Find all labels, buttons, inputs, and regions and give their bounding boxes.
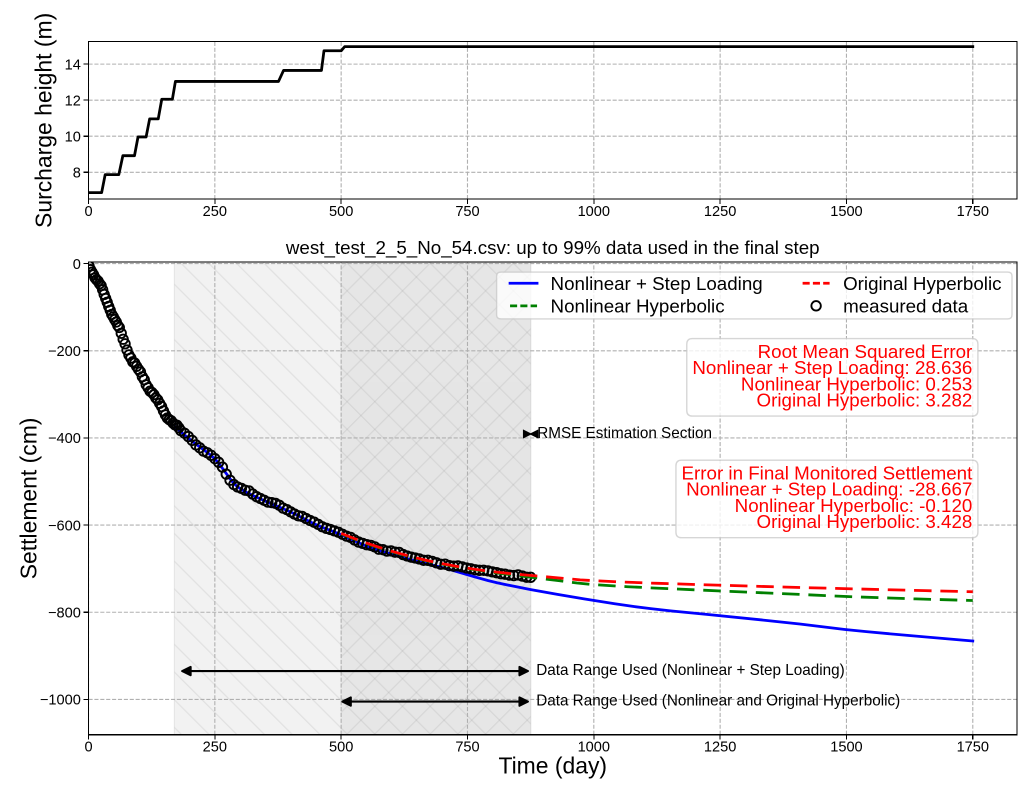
- svg-text:measured data: measured data: [843, 295, 969, 316]
- svg-text:−200: −200: [48, 344, 81, 360]
- svg-text:−800: −800: [48, 606, 81, 622]
- svg-text:Original Hyperbolic: 3.428: Original Hyperbolic: 3.428: [757, 511, 973, 532]
- svg-text:250: 250: [203, 204, 227, 220]
- svg-text:Nonlinear + Step Loading: -28.: Nonlinear + Step Loading: -28.667: [686, 479, 972, 500]
- svg-text:Root Mean Squared Error: Root Mean Squared Error: [758, 341, 973, 362]
- svg-text:8: 8: [73, 166, 81, 182]
- svg-text:west_test_2_5_No_54.csv: up to: west_test_2_5_No_54.csv: up to 99% data …: [285, 237, 820, 259]
- svg-text:Nonlinear Hyperbolic: -0.120: Nonlinear Hyperbolic: -0.120: [735, 495, 973, 516]
- svg-text:1750: 1750: [957, 204, 989, 220]
- svg-text:Surcharge height (m): Surcharge height (m): [31, 13, 57, 228]
- svg-text:Original Hyperbolic: Original Hyperbolic: [843, 273, 1001, 294]
- svg-text:500: 500: [329, 740, 353, 756]
- svg-text:Data Range Used (Nonlinear and: Data Range Used (Nonlinear and Original …: [536, 693, 900, 710]
- svg-text:Original Hyperbolic: 3.282: Original Hyperbolic: 3.282: [757, 390, 973, 411]
- svg-text:Nonlinear Hyperbolic: Nonlinear Hyperbolic: [551, 295, 725, 316]
- svg-text:Nonlinear Hyperbolic: 0.253: Nonlinear Hyperbolic: 0.253: [741, 373, 972, 394]
- svg-text:1250: 1250: [704, 740, 736, 756]
- svg-text:Nonlinear + Step Loading: 28.6: Nonlinear + Step Loading: 28.636: [692, 357, 972, 378]
- svg-text:RMSE Estimation Section: RMSE Estimation Section: [537, 425, 712, 442]
- svg-text:0: 0: [73, 257, 81, 273]
- svg-text:−400: −400: [48, 431, 81, 447]
- svg-text:1750: 1750: [957, 740, 989, 756]
- svg-text:−1000: −1000: [40, 693, 81, 709]
- svg-text:Time (day): Time (day): [498, 753, 607, 779]
- svg-text:1250: 1250: [704, 204, 736, 220]
- svg-text:1000: 1000: [578, 204, 610, 220]
- svg-text:0: 0: [84, 204, 92, 220]
- svg-text:Nonlinear + Step Loading: Nonlinear + Step Loading: [551, 273, 763, 294]
- svg-text:14: 14: [65, 57, 81, 73]
- svg-text:0: 0: [84, 740, 92, 756]
- svg-text:Settlement (cm): Settlement (cm): [16, 418, 42, 580]
- svg-text:250: 250: [203, 740, 227, 756]
- svg-text:750: 750: [455, 740, 479, 756]
- svg-text:1500: 1500: [830, 740, 862, 756]
- svg-text:12: 12: [65, 93, 81, 109]
- svg-text:Data Range Used (Nonlinear + S: Data Range Used (Nonlinear + Step Loadin…: [536, 662, 844, 679]
- svg-text:1000: 1000: [578, 740, 610, 756]
- svg-text:−600: −600: [48, 518, 81, 534]
- svg-text:Error in Final Monitored Settl: Error in Final Monitored Settlement: [682, 462, 974, 483]
- svg-text:750: 750: [455, 204, 479, 220]
- svg-text:500: 500: [329, 204, 353, 220]
- svg-text:10: 10: [65, 130, 81, 146]
- svg-text:1500: 1500: [830, 204, 862, 220]
